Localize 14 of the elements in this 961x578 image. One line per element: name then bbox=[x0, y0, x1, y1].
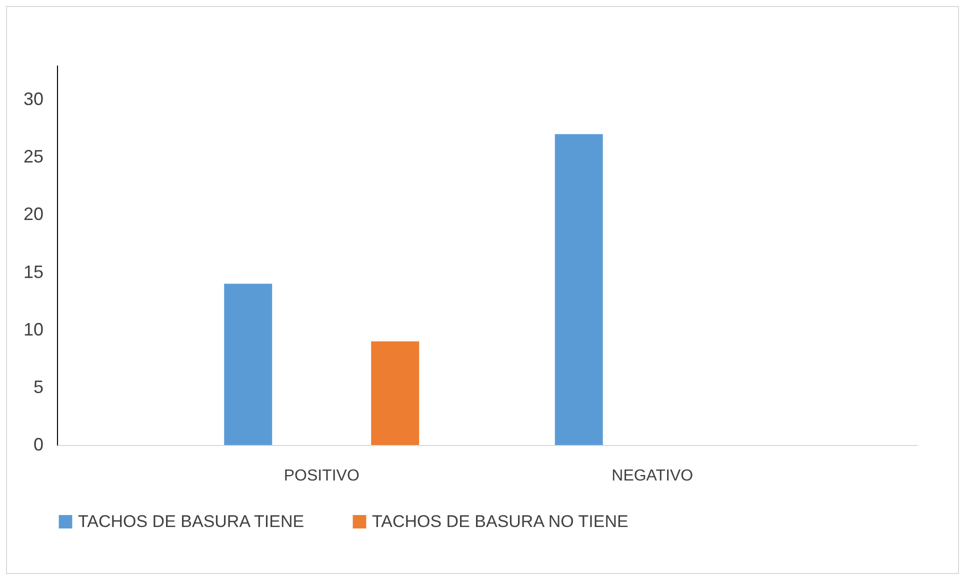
legend-label: TACHOS DE BASURA TIENE bbox=[78, 512, 304, 531]
bar bbox=[554, 134, 603, 445]
y-tick-label: 0 bbox=[33, 434, 44, 454]
bar bbox=[371, 341, 420, 445]
y-tick-label: 5 bbox=[33, 376, 44, 397]
y-tick-label: 15 bbox=[23, 262, 44, 282]
y-tick-label: 20 bbox=[23, 204, 44, 224]
bar bbox=[224, 284, 272, 445]
y-tick-label: 10 bbox=[23, 319, 44, 340]
legend-label: TACHOS DE BASURA NO TIENE bbox=[372, 512, 628, 531]
x-tick-label: NEGATIVO bbox=[612, 468, 694, 484]
y-tick-label: 25 bbox=[23, 146, 44, 167]
y-tick-label: 30 bbox=[23, 89, 44, 110]
x-tick-label: POSITIVO bbox=[284, 468, 360, 484]
